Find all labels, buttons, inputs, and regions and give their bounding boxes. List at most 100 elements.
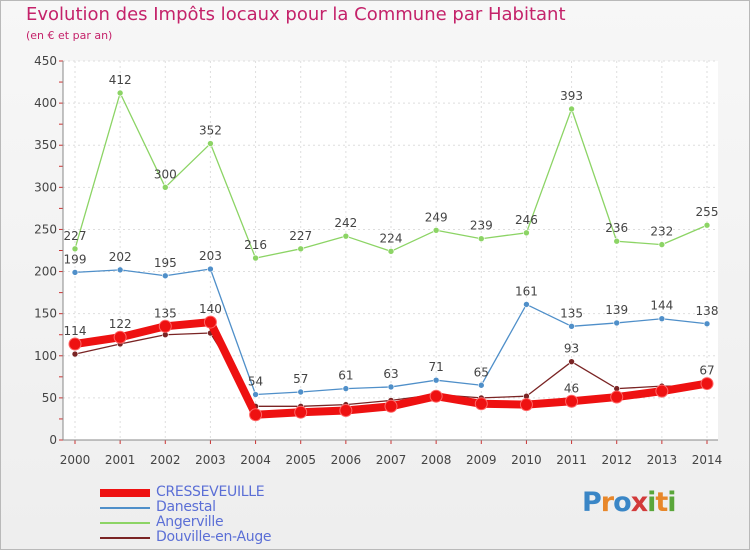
data-label-danestal: 199 <box>64 252 87 266</box>
data-label-angerville: 352 <box>199 124 222 138</box>
data-label-danestal: 135 <box>560 306 583 320</box>
data-point-angerville <box>568 105 575 113</box>
data-label-angerville: 242 <box>334 216 357 230</box>
data-point-angerville <box>71 245 79 253</box>
legend-label-angerville: Angerville <box>156 514 224 530</box>
data-point-cresseveuille <box>610 390 624 404</box>
data-point-cresseveuille <box>113 330 127 344</box>
data-label-angerville: 412 <box>109 73 132 87</box>
data-point-danestal <box>116 266 124 274</box>
data-label-cresseveuille: 122 <box>109 317 132 331</box>
data-label-angerville: 216 <box>244 238 267 252</box>
data-label-angerville: 255 <box>696 205 719 219</box>
legend-label-danestal: Danestal <box>156 499 216 515</box>
legend-item-cresseveuille: CRESSEVEUILLE <box>100 484 360 500</box>
data-point-cresseveuille <box>203 315 217 329</box>
data-label-danestal: 139 <box>605 303 628 317</box>
y-tick-label: 0 <box>49 433 57 447</box>
data-label-danestal: 138 <box>696 304 719 318</box>
data-point-angerville <box>703 221 711 229</box>
y-tick-label: 400 <box>34 96 57 110</box>
y-tick-label: 300 <box>34 180 57 194</box>
x-tick-label: 2008 <box>421 453 452 467</box>
data-point-douville-en-auge <box>71 350 79 358</box>
data-point-cresseveuille <box>565 394 579 408</box>
data-label-cresseveuille: 140 <box>199 302 222 316</box>
data-label-cresseveuille: 67 <box>699 364 714 378</box>
x-tick-label: 2013 <box>647 453 678 467</box>
legend-swatch-douville-en-auge <box>100 537 150 539</box>
axes: 0 50 100 150 200 250 300 350 400 450 2000 2001 2002 2… <box>34 54 722 467</box>
logo-letter: x <box>630 487 648 518</box>
data-point-angerville <box>387 248 395 255</box>
x-tick-label: 2009 <box>466 453 497 467</box>
data-label-danestal: 54 <box>248 375 263 389</box>
data-point-douville-en-auge <box>568 358 575 365</box>
x-tick-label: 2012 <box>601 453 632 467</box>
data-point-danestal <box>613 319 621 327</box>
data-point-danestal <box>658 315 666 323</box>
data-label-danestal: 195 <box>154 256 177 270</box>
y-tick-label: 350 <box>34 138 57 152</box>
data-point-cresseveuille <box>294 405 308 419</box>
logo-letter: P <box>582 487 602 518</box>
data-label-angerville: 393 <box>560 89 583 103</box>
data-point-angerville <box>297 245 305 253</box>
chart-title: Evolution des Impôts locaux pour la Comm… <box>26 4 566 25</box>
logo-letter: r <box>600 487 614 518</box>
data-label-angerville: 236 <box>605 221 628 235</box>
data-point-danestal <box>523 301 530 308</box>
data-point-danestal <box>161 272 169 280</box>
data-label-danestal: 63 <box>383 367 398 381</box>
x-tick-label: 2000 <box>60 453 91 467</box>
data-point-danestal <box>568 322 575 330</box>
data-point-angerville <box>523 229 530 237</box>
x-tick-label: 2014 <box>692 453 723 467</box>
logo-letter: t <box>655 487 668 518</box>
data-point-danestal <box>387 383 395 391</box>
data-label-angerville: 239 <box>470 219 493 233</box>
data-point-cresseveuille <box>249 408 263 422</box>
data-point-danestal <box>207 265 214 273</box>
y-tick-label: 450 <box>34 54 57 68</box>
legend: CRESSEVEUILLE Danestal Angerville Douvil… <box>100 484 360 545</box>
data-point-danestal <box>703 320 711 328</box>
data-point-cresseveuille <box>474 397 488 411</box>
data-label-angerville: 300 <box>154 167 177 181</box>
x-tick-label: 2006 <box>331 453 362 467</box>
data-label-danestal: 203 <box>199 249 222 263</box>
data-point-angerville <box>613 237 621 245</box>
data-labels: 114 122 135 140 46 67 199 202 195 203 54 57 61 63 71 65… <box>64 73 719 395</box>
data-point-cresseveuille <box>655 384 669 398</box>
y-tick-label: 250 <box>34 222 57 236</box>
data-point-angerville <box>342 232 350 240</box>
data-point-cresseveuille <box>68 337 82 351</box>
legend-label-douville-en-auge: Douville-en-Auge <box>156 529 272 545</box>
series-lines <box>68 89 714 422</box>
y-tick-label: 100 <box>34 349 57 363</box>
logo-letter: i <box>667 487 676 518</box>
data-label-angerville: 224 <box>380 231 403 245</box>
data-point-angerville <box>207 140 214 147</box>
data-label-angerville: 249 <box>425 210 448 224</box>
data-point-danestal <box>477 381 485 389</box>
x-tick-label: 2003 <box>195 453 226 467</box>
data-label-danestal: 71 <box>429 360 444 374</box>
y-tick-label: 200 <box>34 265 57 279</box>
data-point-angerville <box>432 226 440 234</box>
data-point-cresseveuille <box>519 398 533 412</box>
data-label-danestal: 61 <box>338 369 353 383</box>
data-label-danestal: 161 <box>515 284 538 298</box>
x-tick-label: 2002 <box>150 453 181 467</box>
legend-swatch-danestal <box>100 507 150 509</box>
legend-swatch-cresseveuille <box>100 489 150 497</box>
x-tick-label: 2011 <box>556 453 587 467</box>
chart-subtitle: (en € et par an) <box>26 29 113 42</box>
data-label-angerville: 246 <box>515 213 538 227</box>
x-tick-label: 2001 <box>105 453 136 467</box>
data-label-danestal: 57 <box>293 372 308 386</box>
data-point-cresseveuille <box>339 404 353 418</box>
x-tick-label: 2010 <box>511 453 542 467</box>
data-point-danestal <box>342 385 350 392</box>
